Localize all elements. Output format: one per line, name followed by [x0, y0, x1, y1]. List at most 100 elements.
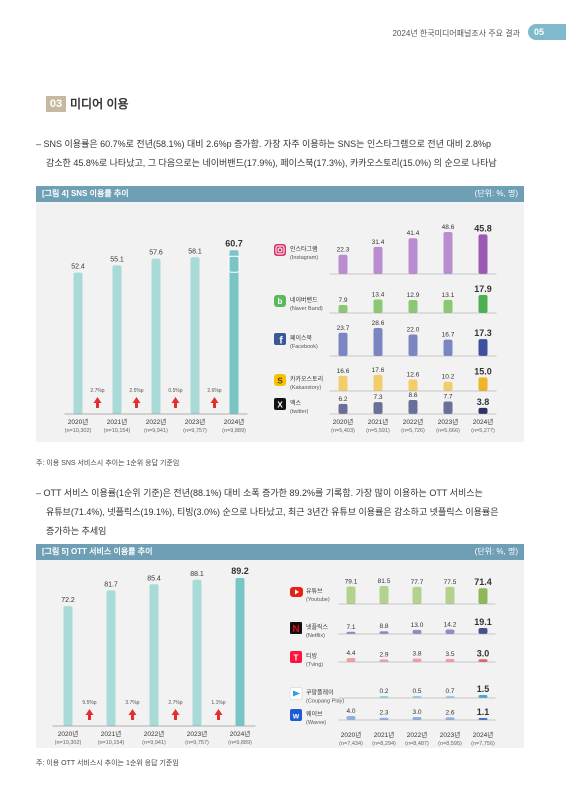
change-label: 2.7%p [168, 700, 182, 706]
overall-n-label: (n=9,757) [183, 428, 207, 434]
platform-bar [443, 381, 453, 391]
x-icon: X [274, 398, 286, 410]
platform-name-en: (Tving) [306, 662, 323, 668]
platform-name-en: (Instagram) [290, 255, 318, 261]
coupang-play-icon [289, 687, 303, 700]
overall-bar [192, 579, 202, 726]
overall-bar [229, 250, 239, 414]
paragraph-line: 감소한 45.8%로 나타났고, 그 다음으로는 네이버밴드(17.9%), 페… [46, 158, 497, 168]
overall-year-label: 2021년 [107, 417, 127, 426]
overall-year-label: 2023년 [185, 417, 205, 426]
platform-value-label: 7.9 [338, 297, 347, 304]
change-label: 2.5%p [129, 388, 143, 394]
platform-name: 페이스북 [290, 334, 313, 342]
platform-year-label: 2021년 [368, 417, 388, 426]
platform-bar [443, 401, 453, 414]
platform-value-label: 8.8 [379, 623, 388, 630]
platform-value-label: 3.0 [412, 709, 421, 716]
platform-value-label: 8.6 [408, 392, 417, 399]
figure-5-note: 주: 이용 OTT 서비스시 추이는 1순위 응답 기준임 [36, 760, 179, 767]
overall-value-label: 88.1 [190, 571, 204, 578]
platform-value-label: 7.1 [346, 624, 355, 631]
tving-icon: T [290, 651, 302, 663]
figure-4-title: [그림 4] SNS 이용률 추이 [42, 189, 129, 198]
platform-year-label: 2024년 [473, 417, 493, 426]
platform-value-label: 77.5 [444, 579, 457, 586]
overall-bar [151, 258, 161, 414]
overall-n-label: (n=10,154) [104, 428, 131, 434]
page-number-badge: 05 [528, 24, 566, 40]
overall-value-label: 72.2 [61, 597, 75, 604]
platform-name: 쿠팡플레이 [306, 689, 334, 697]
netflix-icon: N [290, 622, 302, 635]
overall-year-label: 2020년 [68, 417, 88, 426]
platform-year-label: 2023년 [438, 417, 458, 426]
overall-year-label: 2021년 [101, 729, 121, 738]
platform-value-label: 12.9 [407, 292, 420, 299]
platform-bar [478, 295, 488, 313]
overall-n-label: (n=10,302) [65, 428, 92, 434]
platform-bar [478, 695, 488, 698]
platform-n-label: (n=7,756) [471, 741, 495, 747]
platform-year-label: 2020년 [333, 417, 353, 426]
platform-n-label: (n=5,666) [436, 428, 460, 434]
platform-n-label: (n=8,595) [438, 741, 462, 747]
sns-summary-paragraph: – SNS 이용률은 60.7%로 전년(58.1%) 대비 2.6%p 증가함… [36, 135, 536, 173]
platform-n-label: (n=7,434) [339, 741, 363, 747]
platform-value-label: 79.1 [345, 579, 358, 586]
platform-value-label: 2.3 [379, 710, 388, 717]
up-arrow-icon [214, 709, 223, 720]
platform-year-label: 2021년 [374, 730, 394, 739]
platform-value-label: 2.9 [379, 651, 388, 658]
overall-n-label: (n=9,757) [185, 740, 209, 746]
platform-value-label: 12.6 [407, 372, 420, 379]
up-arrow-icon [171, 709, 180, 720]
up-arrow-icon [85, 709, 94, 720]
platform-n-label: (n=8,294) [372, 741, 396, 747]
change-label: 0.5%p [168, 388, 182, 394]
platform-bar [408, 379, 418, 391]
platform-value-label: 0.2 [379, 688, 388, 695]
figure-5-header: [그림 5] OTT 서비스 이용률 추이 (단위: %, 명) [36, 544, 524, 560]
change-label: 3.7%p [125, 700, 139, 706]
platform-bar [478, 628, 488, 634]
sns-usage-chart: 52.4 2020년 (n=10,302) 55.1 2021년 (n=10,154) 57… [64, 223, 497, 434]
platform-bar [445, 658, 455, 662]
ott-usage-chart: 72.2 2020년 (n=10,302) 81.7 2021년 (n=10,154) 85… [52, 566, 496, 747]
platform-bar [478, 659, 488, 662]
platform-value-label: 0.5 [412, 688, 421, 695]
up-arrow-icon [210, 397, 219, 408]
platform-value-label: 23.7 [337, 325, 350, 332]
platform-bar [373, 328, 383, 356]
platform-bar [408, 300, 418, 313]
figure-4-panel: 52.4 2020년 (n=10,302) 55.1 2021년 (n=10,154) 57… [36, 202, 524, 442]
platform-bar [373, 375, 383, 391]
platform-bar [379, 696, 389, 698]
platform-name: 인스타그램 [290, 245, 318, 253]
overall-year-label: 2022년 [144, 729, 164, 738]
platform-name-en: (Coupang Play) [306, 699, 344, 705]
platform-n-label: (n=5,277) [471, 428, 495, 434]
platform-value-label: 0.7 [445, 688, 454, 695]
platform-bar [478, 377, 488, 391]
overall-bar [63, 606, 73, 726]
ott-summary-paragraph: – OTT 서비스 이용률(1순위 기준)은 전년(88.1%) 대비 소폭 증… [36, 484, 536, 541]
svg-text:X: X [277, 401, 283, 410]
platform-value-label: 77.7 [411, 579, 424, 586]
figure-4-unit: (단위: %, 명) [474, 189, 518, 198]
overall-bar [112, 265, 122, 414]
platform-bar [379, 659, 389, 662]
overall-bar [149, 584, 159, 726]
overall-value-label: 81.7 [104, 581, 118, 588]
platform-year-label: 2024년 [473, 730, 493, 739]
platform-bar [408, 334, 418, 356]
platform-bar [445, 717, 455, 720]
platform-value-label: 7.3 [373, 394, 382, 401]
platform-value-label: 14.2 [444, 622, 457, 629]
change-label: 9.5%p [82, 700, 96, 706]
overall-n-label: (n=9,941) [142, 740, 166, 746]
report-title: 2024년 한국미디어패널조사 주요 결과 [392, 29, 520, 38]
platform-bar [338, 403, 348, 414]
svg-text:b: b [278, 297, 283, 306]
platform-year-label: 2022년 [403, 417, 423, 426]
